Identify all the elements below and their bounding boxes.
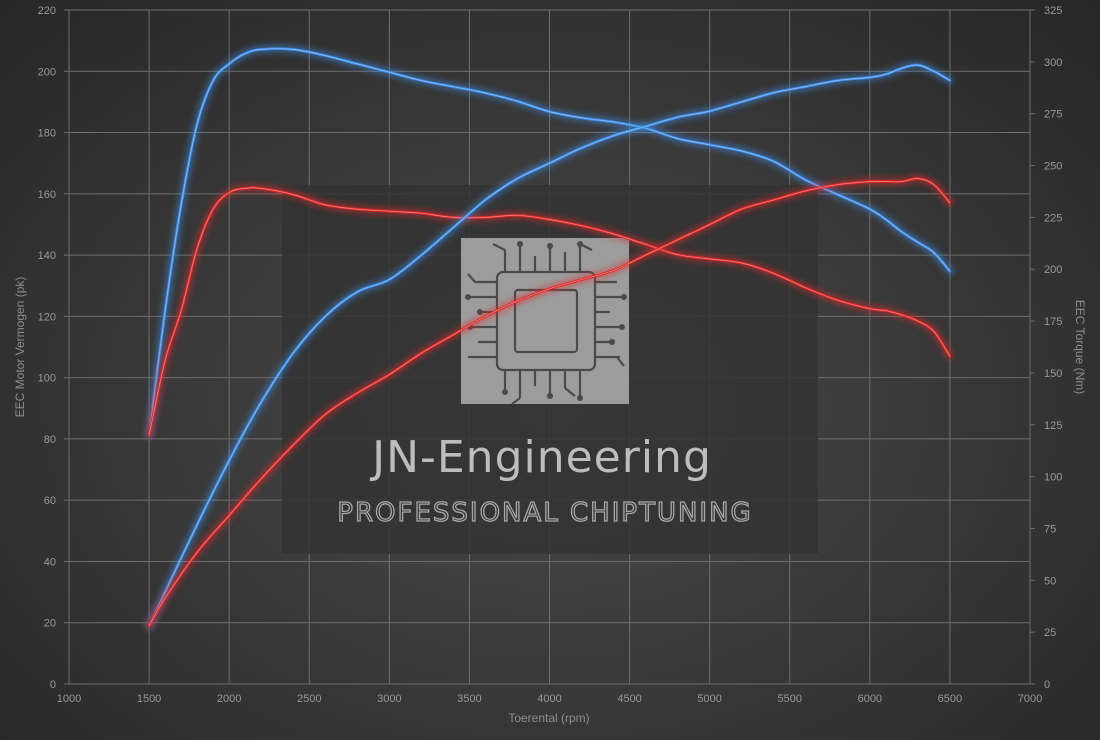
y-left-tick-label: 160 bbox=[38, 189, 56, 201]
x-tick-label: 2000 bbox=[217, 693, 241, 705]
y-left-tick-label: 20 bbox=[44, 618, 56, 630]
x-tick-label: 3000 bbox=[377, 693, 401, 705]
series-highlight-stock-torque bbox=[148, 187, 951, 436]
y-right-tick-label: 25 bbox=[1044, 627, 1056, 639]
chart-series bbox=[145, 45, 954, 630]
y-right-tick-label: 75 bbox=[1044, 523, 1056, 535]
x-axis-title: Toerental (rpm) bbox=[508, 711, 589, 725]
y-left-tick-label: 80 bbox=[44, 434, 56, 446]
series-line-stock-power bbox=[147, 177, 952, 628]
y-right-tick-label: 50 bbox=[1044, 575, 1056, 587]
x-tick-label: 6500 bbox=[938, 693, 962, 705]
y-right-tick-label: 250 bbox=[1044, 161, 1062, 173]
series-line-tuned-power bbox=[147, 63, 952, 628]
y-right-tick-label: 225 bbox=[1044, 212, 1062, 224]
y-left-tick-label: 0 bbox=[50, 679, 56, 691]
x-tick-label: 1000 bbox=[57, 693, 81, 705]
y-right-tick-label: 200 bbox=[1044, 264, 1062, 276]
series-highlight-stock-power bbox=[148, 178, 951, 626]
watermark-title: JN-Engineering bbox=[369, 432, 712, 483]
y-left-tick-label: 140 bbox=[38, 250, 56, 262]
x-tick-label: 1500 bbox=[137, 693, 161, 705]
y-right-tick-label: 275 bbox=[1044, 109, 1062, 121]
x-tick-label: 7000 bbox=[1018, 693, 1042, 705]
y-right-tick-label: 125 bbox=[1044, 420, 1062, 432]
y-right-tick-label: 175 bbox=[1044, 316, 1062, 328]
series-line-stock-torque bbox=[147, 186, 952, 437]
chip-logo bbox=[461, 238, 629, 405]
y-left-tick-label: 40 bbox=[44, 556, 56, 568]
y-right-tick-label: 0 bbox=[1044, 679, 1050, 691]
y-axis-right-title: EEC Torque (Nm) bbox=[1073, 300, 1087, 394]
x-tick-label: 5000 bbox=[697, 693, 721, 705]
y-left-tick-label: 120 bbox=[38, 311, 56, 323]
series-highlight-tuned-power bbox=[148, 64, 951, 626]
x-tick-label: 6000 bbox=[858, 693, 882, 705]
y-right-tick-label: 150 bbox=[1044, 368, 1062, 380]
y-left-tick-label: 180 bbox=[38, 128, 56, 140]
y-left-tick-label: 200 bbox=[38, 66, 56, 78]
series-highlight-tuned-torque bbox=[148, 48, 951, 436]
y-right-tick-label: 325 bbox=[1044, 5, 1062, 17]
x-tick-label: 5500 bbox=[778, 693, 802, 705]
y-right-tick-label: 100 bbox=[1044, 472, 1062, 484]
x-tick-label: 2500 bbox=[297, 693, 321, 705]
x-tick-label: 4000 bbox=[537, 693, 561, 705]
y-left-tick-label: 100 bbox=[38, 373, 56, 385]
x-tick-label: 3500 bbox=[457, 693, 481, 705]
y-left-tick-label: 220 bbox=[38, 5, 56, 17]
y-axis-left-title: EEC Motor Vermogen (pk) bbox=[13, 277, 27, 418]
chart-ticks: 1000 1500 2000 2500 3000 3500 4000 4500 5000 5500… bbox=[38, 5, 1063, 705]
x-tick-label: 4500 bbox=[617, 693, 641, 705]
y-left-tick-label: 60 bbox=[44, 495, 56, 507]
watermark-subtitle: PROFESSIONAL CHIPTUNING bbox=[337, 498, 752, 528]
y-right-tick-label: 300 bbox=[1044, 57, 1062, 69]
series-line-tuned-torque bbox=[147, 47, 952, 437]
